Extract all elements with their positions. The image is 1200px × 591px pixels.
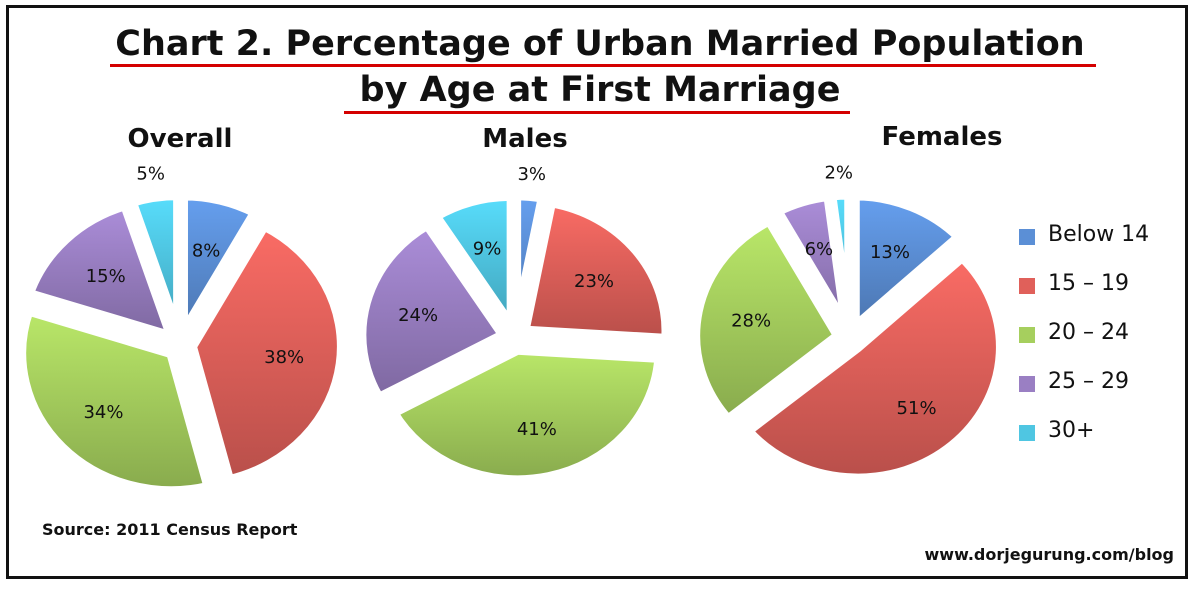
chart-border (6, 5, 1188, 579)
males-slice-15-19 (519, 197, 672, 344)
females-label-25-29: 6% (805, 239, 834, 260)
legend-label-below-14: Below 14 (1048, 222, 1150, 247)
males-label-20-24: 41% (517, 419, 557, 440)
males-label-30-plus: 9% (473, 239, 502, 260)
overall-label-15-19: 38% (264, 347, 304, 368)
chart-title-line-1: Chart 2. Percentage of Urban Married Pop… (115, 24, 1085, 64)
legend-item-25-29: 25 – 29 (1020, 369, 1200, 399)
males-slice-20-24 (388, 344, 665, 486)
overall-label-25-29: 15% (86, 266, 126, 287)
legend-swatch-30-plus (1020, 426, 1034, 440)
females-label-30-plus: 2% (824, 162, 853, 183)
pie-title-females: Females (881, 122, 1003, 152)
overall-slice-25-29 (23, 200, 177, 342)
title-underline-1 (110, 64, 1096, 67)
chart-title-line-2: by Age at First Marriage (359, 70, 841, 110)
overall-slice-30-plus (126, 190, 184, 339)
legend-item-15-19: 15 – 19 (1020, 271, 1200, 301)
males-label-below-14: 3% (517, 164, 546, 185)
pie-title-overall: Overall (127, 124, 233, 154)
legend-label-20-24: 20 – 24 (1048, 320, 1129, 345)
females-label-below-14: 13% (870, 242, 910, 263)
legend-label-15-19: 15 – 19 (1048, 271, 1129, 296)
legend-swatch-below-14 (1020, 230, 1034, 244)
females-slice-20-24 (690, 215, 844, 425)
females-slice-below-14 (849, 190, 965, 332)
title-underline-2 (344, 111, 850, 114)
males-label-15-19: 23% (574, 271, 614, 292)
legend-swatch-15-19 (1020, 279, 1034, 293)
legend-label-30-plus: 30+ (1048, 418, 1095, 443)
females-slice-15-19 (742, 251, 1006, 484)
overall-slice-15-19 (186, 220, 347, 486)
females-label-20-24: 28% (731, 310, 771, 331)
source-note: Source: 2011 Census Report (42, 520, 298, 539)
legend-swatch-25-29 (1020, 377, 1034, 391)
overall-label-below-14: 8% (192, 241, 221, 262)
females-label-15-19: 51% (897, 398, 937, 419)
pie-title-males: Males (482, 124, 568, 154)
overall-label-30-plus: 5% (136, 164, 165, 185)
legend-item-below-14: Below 14 (1020, 222, 1200, 252)
overall-slice-20-24 (16, 305, 214, 497)
overall-label-20-24: 34% (83, 402, 123, 423)
males-slice-30-plus (430, 190, 517, 332)
males-label-25-29: 24% (398, 305, 438, 326)
legend-label-25-29: 25 – 29 (1048, 369, 1129, 394)
males-slice-25-29 (356, 219, 509, 403)
females-slice-30-plus (826, 189, 855, 332)
legend-item-30-plus: 30+ (1020, 418, 1200, 448)
website-credit: www.dorjegurung.com/blog (924, 545, 1175, 564)
legend-item-20-24: 20 – 24 (1020, 320, 1200, 350)
legend-swatch-20-24 (1020, 328, 1034, 342)
